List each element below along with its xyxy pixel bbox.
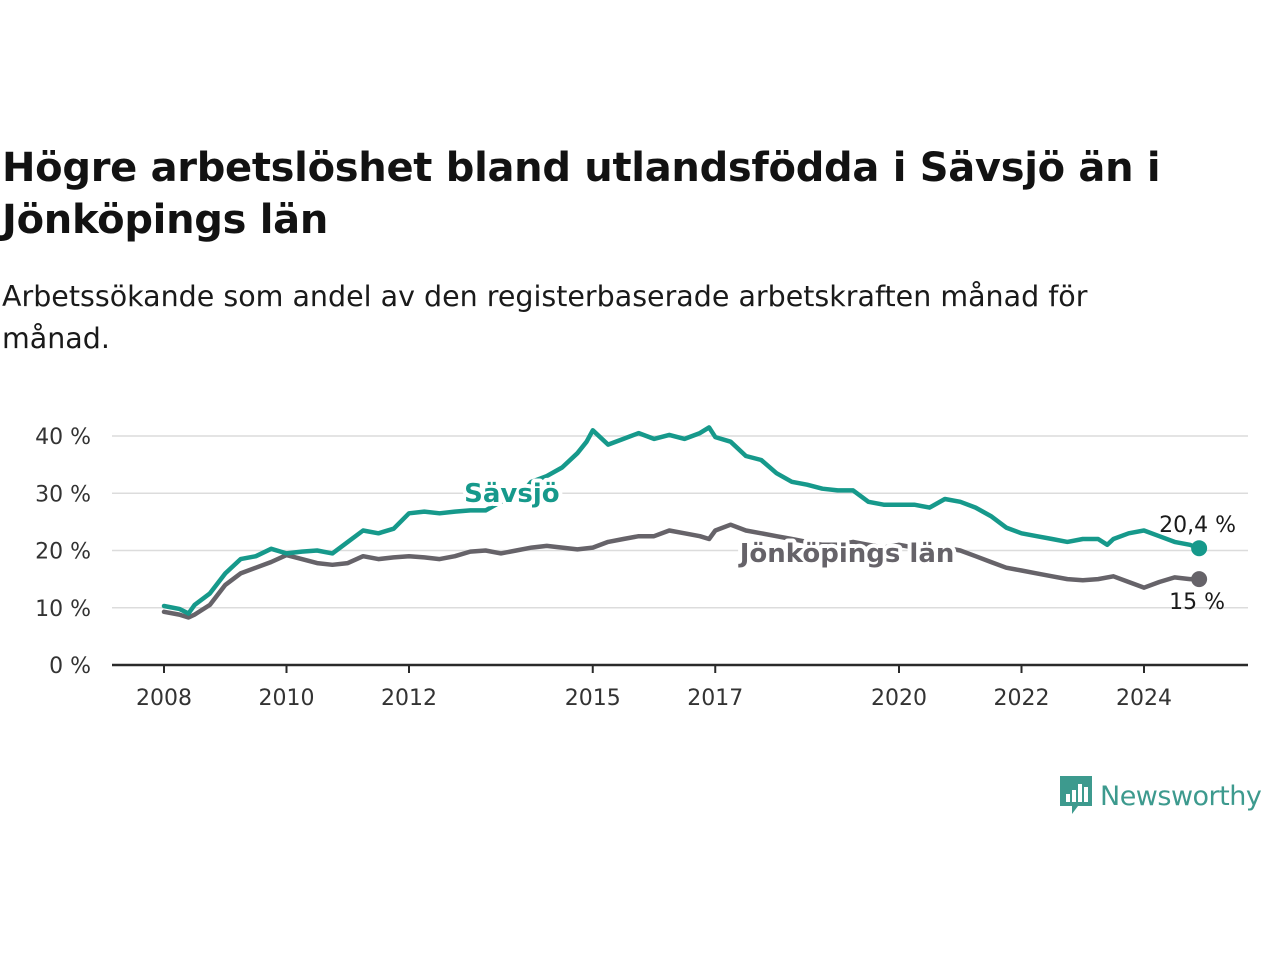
x-tick-label: 2024: [1116, 686, 1172, 711]
series-end-point: [1191, 540, 1208, 557]
x-tick-label: 2020: [871, 686, 927, 711]
series-lines: [161, 425, 1208, 620]
series-name-label: Sävsjö: [464, 479, 559, 509]
chart-subtitle: Arbetssökande som andel av den registerb…: [2, 280, 1088, 355]
y-tick-label: 10 %: [35, 597, 91, 622]
series-line-savsjo: [161, 425, 1202, 616]
x-tick-label: 2008: [136, 686, 192, 711]
x-axis-ticks: 2008 2010 2012 2015 2017 2020 2022 2024: [136, 665, 1172, 711]
series-name-halo: Sävsjö: [464, 479, 559, 509]
y-tick-label: 40 %: [35, 425, 91, 450]
series-end-label: 15 %: [1169, 590, 1225, 615]
series-name-label: Jönköpings län: [738, 539, 955, 569]
y-axis-ticks: 0 % 10 % 20 % 30 % 40 %: [35, 425, 91, 679]
y-tick-label: 0 %: [49, 654, 91, 679]
x-tick-label: 2022: [994, 686, 1050, 711]
y-tick-label: 20 %: [35, 540, 91, 565]
newsworthy-logo: Newsworthy: [1058, 774, 1262, 818]
newsworthy-logo-icon: [1060, 776, 1092, 814]
chart-title: Högre arbetslöshet bland utlandsfödda i …: [2, 145, 1161, 243]
x-tick-label: 2015: [565, 686, 621, 711]
y-tick-label: 30 %: [35, 482, 91, 507]
line-chart: 0 % 10 % 20 % 30 % 40 % 2008 2010 2012 2015 2017…: [35, 425, 1248, 711]
brand-name: Newsworthy: [1100, 780, 1262, 812]
series-name-halo: Jönköpings län: [738, 539, 955, 569]
x-tick-label: 2012: [381, 686, 437, 711]
series-end-point: [1191, 571, 1208, 588]
series-line-jonkopings-lan: [161, 522, 1202, 620]
series-end-label: 20,4 %: [1159, 513, 1236, 538]
x-tick-label: 2010: [259, 686, 315, 711]
x-tick-label: 2017: [687, 686, 743, 711]
